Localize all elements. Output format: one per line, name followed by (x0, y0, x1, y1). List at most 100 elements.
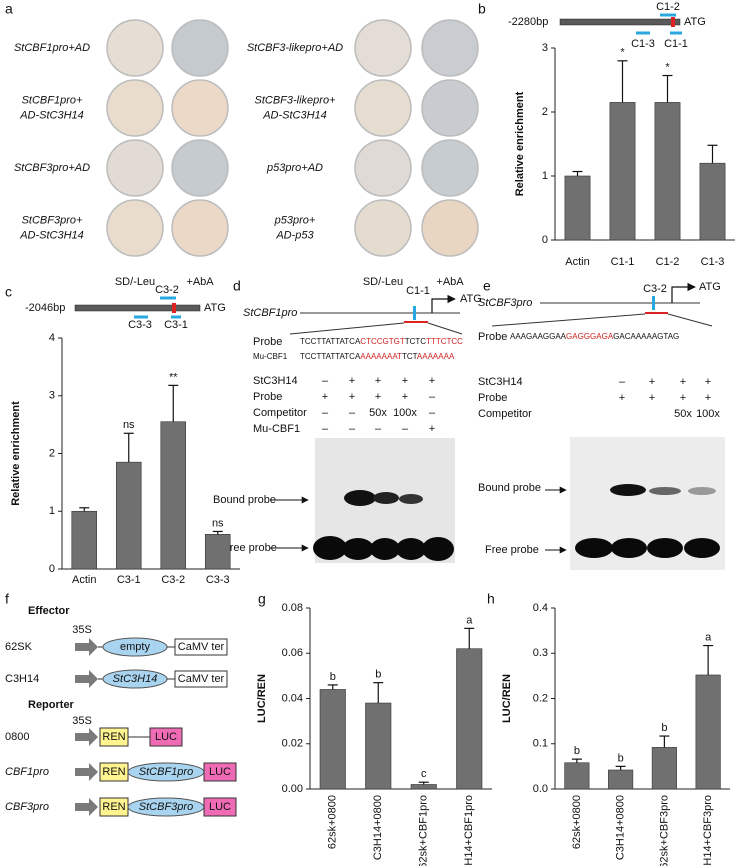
condition-value: + (429, 375, 435, 387)
free-label: Free probe (223, 542, 277, 554)
yeast-spot (106, 19, 164, 77)
annotation: b (618, 752, 624, 764)
panel-label: g (258, 591, 266, 607)
condition-value: + (349, 375, 355, 387)
panel-label: d (233, 278, 241, 294)
atg-label: ATG (460, 293, 482, 305)
x-tick-label: 62sk+0800 (327, 795, 339, 849)
insert-label: StCBF1pro (139, 766, 193, 778)
panel-d-diagram (289, 294, 463, 335)
diagram-start: -2280bp (508, 16, 548, 28)
condition-name: StC3H14 (478, 376, 523, 388)
sequence-segment: TCCTTATTATCA (300, 337, 361, 346)
y-tick-label: 0.0 (533, 783, 548, 795)
yeast-spot (354, 79, 412, 137)
yeast-spot (421, 199, 479, 257)
promoter-arrow (75, 798, 98, 816)
condition-value: + (705, 376, 711, 388)
y-tick-label: 0.2 (533, 692, 548, 704)
condition-value: 100x (393, 407, 417, 419)
x-tick-label: 62sk+CBF1pro (418, 795, 430, 866)
bar (204, 534, 231, 570)
y-tick-label: 0.1 (533, 738, 548, 750)
row-label: StCBF1pro+ (22, 94, 83, 106)
yeast-spot (106, 139, 164, 197)
condition-name: StC3H14 (253, 375, 298, 387)
site-label: C3-2 (155, 284, 179, 296)
section-title: Reporter (28, 699, 75, 711)
bar (651, 747, 677, 790)
annotation: b (375, 669, 381, 681)
condition-value: – (322, 375, 329, 387)
annotation: c (421, 768, 427, 780)
yeast-spot (421, 19, 479, 77)
x-tick-label: C3H14+CBF3pro (702, 795, 714, 866)
row-label: p53pro+ (274, 214, 316, 226)
condition-value: – (322, 423, 329, 435)
sequence-segment: TCT (402, 352, 418, 361)
condition-value: – (322, 407, 329, 419)
terminator (174, 638, 228, 656)
row-label: StCBF1pro+AD (14, 42, 90, 54)
yeast-spot (421, 79, 479, 137)
y-tick-label: 4 (49, 332, 55, 344)
annotation: ns (212, 517, 224, 529)
condition-value: 50x (674, 408, 692, 420)
diagram-end: ATG (684, 16, 706, 28)
condition-name: Competitor (478, 408, 532, 420)
promoter-arrow (75, 670, 98, 688)
bar (115, 461, 142, 570)
y-tick-label: 1 (542, 170, 548, 182)
bar (695, 674, 721, 790)
panel-label: e (483, 278, 491, 294)
x-tick-label: Actin (72, 574, 96, 586)
yeast-spot (421, 139, 479, 197)
sequence: TCCTTATTATCACTCCGTGTTCTCTTTCTCC (300, 337, 463, 346)
sequence-segment: AAAAAAA (417, 352, 455, 361)
insert-label: StCBF3pro (139, 801, 193, 813)
promoter-name: 35S (72, 624, 92, 636)
x-tick-label: C3H14+CBF1pro (463, 795, 475, 866)
x-tick-label: Actin (565, 256, 589, 268)
y-tick-label: 0.3 (533, 647, 548, 659)
yeast-spot (106, 199, 164, 257)
gel-e (545, 437, 725, 570)
ren-label: REN (102, 731, 125, 743)
sequence: TCCTTATTATCAAAAAAAATTCTAAAAAAA (300, 352, 455, 361)
ren-label: REN (102, 766, 125, 778)
y-axis-label: Relative enrichment (10, 401, 22, 506)
x-tick-label: C3H14+0800 (372, 795, 384, 860)
yeast-spot (171, 19, 229, 77)
condition-value: + (375, 375, 381, 387)
promoter-arrow (75, 728, 98, 746)
luc-box (203, 762, 237, 782)
construct-name: C3H14 (5, 673, 39, 685)
ren-label: REN (102, 801, 125, 813)
condition-name: Probe (253, 391, 282, 403)
bar (654, 102, 681, 241)
insert-label: empty (120, 641, 150, 653)
y-axis-label: LUC/REN (256, 674, 268, 723)
yeast-spot (171, 199, 229, 257)
bar (564, 175, 591, 241)
condition-value: 100x (696, 408, 720, 420)
promoter-bar (74, 304, 201, 312)
site-label: C1-2 (656, 1, 680, 13)
y-tick-label: 0 (49, 563, 55, 575)
bar (365, 702, 392, 790)
y-tick-label: 0.06 (282, 647, 303, 659)
sequence-segment: CTCCGTGT (360, 337, 405, 346)
bar (410, 784, 437, 790)
promoter-label: StCBF1pro (243, 307, 297, 319)
luc-box (149, 727, 183, 747)
y-tick-label: 1 (49, 505, 55, 517)
condition-value: + (680, 392, 686, 404)
condition-name: Probe (478, 392, 507, 404)
condition-name: Competitor (253, 407, 307, 419)
x-tick-label: C1-1 (611, 256, 635, 268)
x-tick-label: C3-1 (117, 574, 141, 586)
row-label: StCBF3-likepro+AD (247, 42, 343, 54)
binding-site (172, 303, 176, 313)
section-title: Effector (28, 605, 70, 617)
luc-box (203, 797, 237, 817)
